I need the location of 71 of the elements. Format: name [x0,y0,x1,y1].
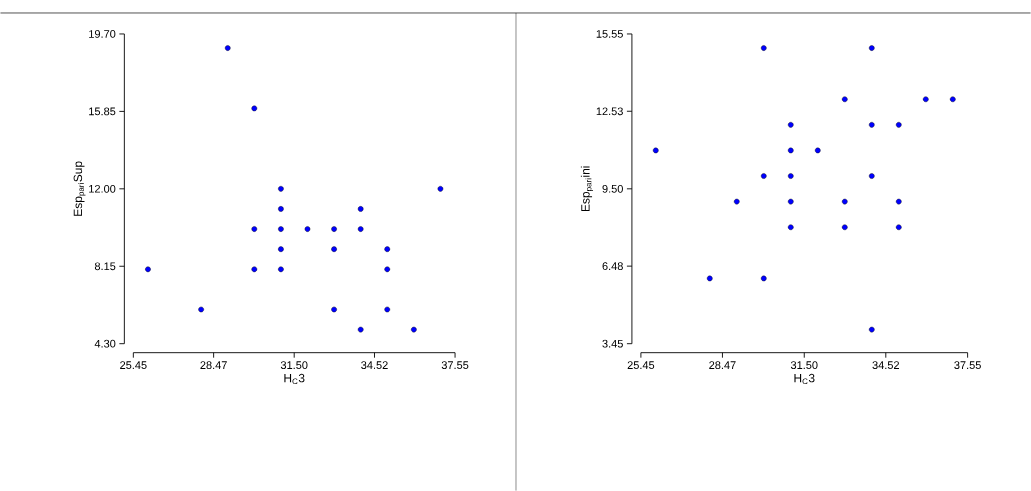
point [251,105,258,112]
point [304,226,311,232]
y-tick-label: 12.00 [89,184,116,193]
point [760,275,767,282]
point [278,206,284,212]
point [760,173,767,179]
point [411,326,417,333]
point [331,226,337,232]
x-tick-label: 25.45 [627,361,655,369]
point [224,45,231,51]
x-tick-label: 37.55 [954,361,981,369]
point [652,147,659,154]
point [868,122,875,128]
point [787,224,794,231]
x-tick-label: 28.47 [200,361,227,369]
y-tick-label: 15.55 [596,30,623,38]
point [278,186,284,192]
x-tick-label: 28.47 [709,361,736,369]
point [895,224,902,231]
point [278,266,284,273]
y-tick-label: 8.15 [94,262,116,271]
point [357,326,364,333]
point [251,226,258,232]
y-tick-label: 19.70 [89,30,116,38]
point [787,198,794,205]
y-tick-label: 9.50 [602,184,623,193]
x-tick-label: 31.50 [280,361,308,369]
y-tick-label: 4.30 [94,339,116,348]
point [145,266,151,273]
point [868,326,875,333]
point [949,96,956,103]
point [278,246,284,252]
point [251,266,258,273]
x-tick-label: 31.50 [790,361,818,369]
point [895,122,902,128]
y-axis-title: Esp$_{pari}$Sup [73,161,86,216]
point [787,173,794,179]
point [841,96,848,103]
x-tick-label: 25.45 [120,361,147,369]
point [787,122,794,128]
point [787,147,794,154]
y-tick-label: 3.45 [602,339,623,348]
x-tick-label: 34.52 [361,361,388,369]
point [331,246,337,252]
y-tick-label: 15.85 [89,107,116,116]
y-tick-label: 12.53 [596,107,623,116]
point [733,198,740,205]
point [357,206,364,212]
point [868,173,875,179]
point [841,198,848,205]
x-tick-label: 34.52 [872,361,899,369]
point [384,306,391,313]
point [868,45,875,51]
point [198,306,204,313]
point [841,224,848,231]
point [278,226,284,232]
point [357,226,364,232]
x-axis-title: H$_{C}$3 [794,373,815,385]
point [706,275,713,282]
point [331,306,337,313]
point [922,96,929,103]
y-axis-title: Esp$_{pari}$ini [580,166,594,212]
point [437,186,444,192]
point [384,266,391,273]
point [384,246,391,252]
point [814,147,821,154]
y-tick-label: 6.48 [602,262,623,271]
point [895,198,902,205]
point [760,45,767,51]
x-tick-label: 37.55 [441,361,469,369]
x-axis-title: H$_{C}$3 [284,373,305,385]
